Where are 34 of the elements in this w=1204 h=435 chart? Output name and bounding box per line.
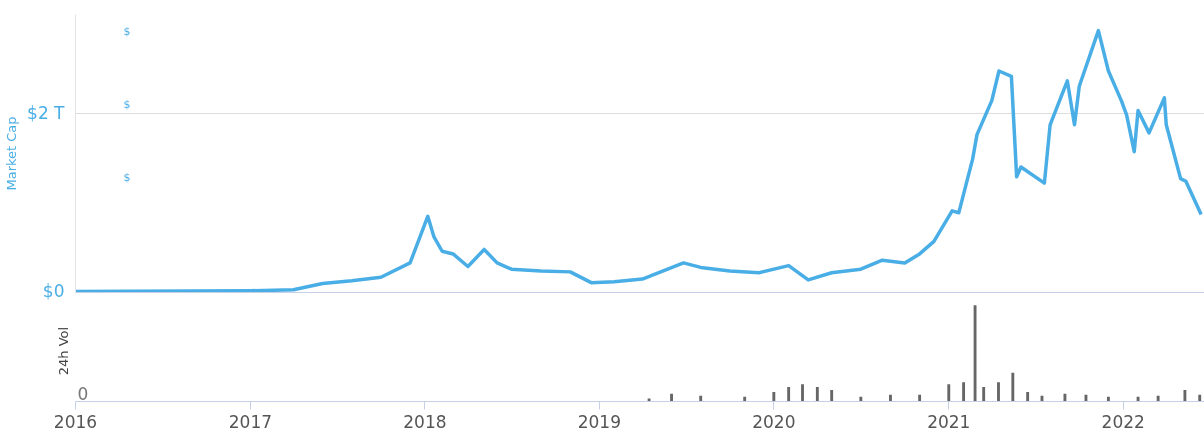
annotation: $ (123, 24, 131, 38)
y-axis-title: 24h Vol (55, 326, 71, 376)
bar (1011, 372, 1015, 402)
annotation: $ (123, 97, 131, 111)
bar (787, 387, 791, 402)
y-axis-title: Market Cap (4, 116, 20, 191)
bar (973, 305, 977, 402)
bar (947, 384, 951, 402)
x-tick-label: 2020 (752, 411, 796, 432)
y-tick-label: $2 T (27, 103, 66, 124)
x-tick-label: 2016 (53, 411, 98, 432)
line-series (75, 28, 1203, 293)
bar (1026, 391, 1030, 402)
bar (815, 387, 819, 402)
x-tick-label: 2022 (1101, 411, 1145, 432)
x-tick-label: 2017 (228, 411, 273, 432)
bar (1183, 389, 1187, 402)
bar (982, 387, 986, 402)
bar (772, 391, 776, 402)
bar (830, 389, 834, 402)
bar (997, 382, 1000, 402)
y-tick-label: $0 (42, 280, 65, 301)
bar (889, 394, 892, 402)
x-tick-label: 2021 (927, 411, 971, 432)
annotation: $ (123, 171, 131, 185)
bar (918, 394, 922, 402)
bar (962, 382, 966, 402)
bar (801, 384, 804, 402)
x-tick-label: 2019 (577, 411, 622, 432)
bar (1063, 393, 1067, 402)
bar (1198, 394, 1202, 402)
x-tick-label: 2018 (403, 411, 447, 432)
annotation: 0 (77, 383, 89, 404)
bar (670, 393, 673, 402)
